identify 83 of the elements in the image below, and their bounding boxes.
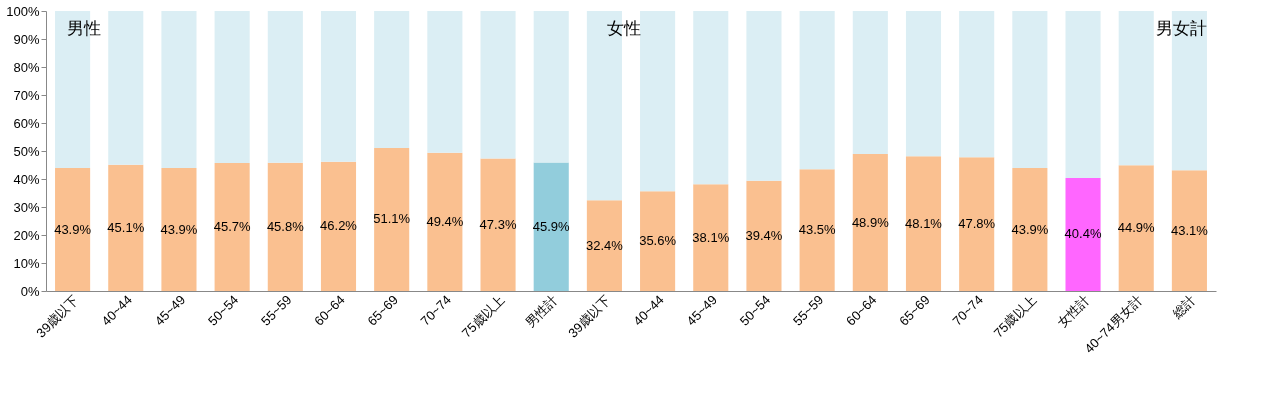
x-tick-label: 39歳以下	[565, 292, 614, 341]
y-tick-label: 100%	[6, 3, 40, 19]
bar	[480, 11, 516, 159]
y-tick-label: 60%	[13, 115, 40, 131]
bar	[374, 11, 410, 148]
bar	[1118, 165, 1154, 291]
x-tick-label: 75歳以上	[458, 292, 508, 341]
bar	[746, 180, 782, 291]
data-label: 44.9%	[1117, 220, 1156, 236]
data-label: 38.1%	[692, 229, 730, 245]
bar	[374, 147, 410, 291]
y-tick-label: 30%	[13, 199, 40, 215]
x-tick-label: 総計	[1168, 292, 1199, 322]
data-label: 51.1%	[373, 211, 411, 227]
bar	[746, 11, 782, 181]
y-tick-label: 0%	[20, 283, 40, 299]
bar	[586, 200, 622, 291]
bar	[320, 11, 357, 162]
data-label: 46.2%	[320, 218, 358, 234]
bar	[214, 11, 250, 164]
bar	[1118, 11, 1154, 166]
bar	[108, 11, 144, 165]
bar	[533, 11, 569, 163]
bar	[533, 162, 569, 291]
data-label: 32.4%	[585, 237, 624, 253]
y-tick-label: 50%	[13, 143, 40, 159]
bar	[108, 164, 144, 291]
data-label: 43.9%	[160, 221, 198, 237]
bar	[1012, 11, 1048, 169]
data-label: 43.5%	[798, 222, 836, 238]
bar	[161, 11, 197, 169]
bar	[320, 161, 357, 291]
bar	[852, 154, 888, 291]
bar	[161, 168, 197, 291]
data-label: 48.1%	[905, 215, 943, 231]
bar	[214, 163, 250, 291]
bar	[55, 168, 91, 291]
bar	[693, 184, 729, 291]
y-tick-label: 10%	[13, 255, 40, 271]
annotation: 男女計	[1155, 19, 1207, 38]
data-label: 43.1%	[1170, 222, 1209, 238]
bar	[1171, 170, 1207, 291]
y-tick-label: 80%	[13, 59, 40, 75]
bar	[959, 157, 995, 291]
y-tick-label: 90%	[13, 31, 40, 47]
x-tick-label: 女性計	[1054, 292, 1093, 331]
bar	[799, 169, 835, 291]
data-label: 47.8%	[958, 216, 996, 232]
data-label: 45.8%	[266, 218, 305, 234]
data-label: 45.7%	[213, 219, 251, 235]
y-tick-label: 40%	[13, 171, 40, 187]
annotation: 男性	[67, 19, 101, 38]
bar	[480, 158, 516, 291]
data-label: 45.1%	[107, 219, 145, 235]
bar	[799, 11, 835, 170]
bar	[959, 11, 995, 158]
bar	[1171, 11, 1207, 171]
data-label: 49.4%	[426, 213, 464, 229]
bar	[1012, 168, 1048, 291]
bar	[267, 162, 303, 291]
bar	[905, 156, 942, 291]
x-tick-label: 75歳以上	[990, 292, 1040, 341]
annotation: 女性	[607, 19, 641, 38]
bar	[852, 11, 888, 155]
data-label: 48.9%	[851, 214, 890, 230]
bar	[640, 11, 676, 192]
data-label: 35.6%	[639, 233, 677, 249]
bar	[427, 11, 463, 153]
data-label: 47.3%	[479, 216, 517, 232]
y-tick-label: 20%	[13, 227, 40, 243]
bar	[693, 11, 729, 185]
bar	[640, 191, 676, 291]
data-label: 45.9%	[532, 218, 571, 234]
bar	[905, 11, 942, 157]
bar	[1065, 11, 1101, 178]
bar	[1065, 177, 1101, 291]
bar	[427, 152, 463, 291]
data-label: 43.9%	[1011, 221, 1049, 237]
bar	[267, 11, 303, 163]
data-label: 43.9%	[54, 221, 92, 237]
y-tick-label: 70%	[13, 87, 40, 103]
data-label: 39.4%	[745, 227, 783, 243]
x-tick-label: 男性計	[522, 292, 561, 331]
